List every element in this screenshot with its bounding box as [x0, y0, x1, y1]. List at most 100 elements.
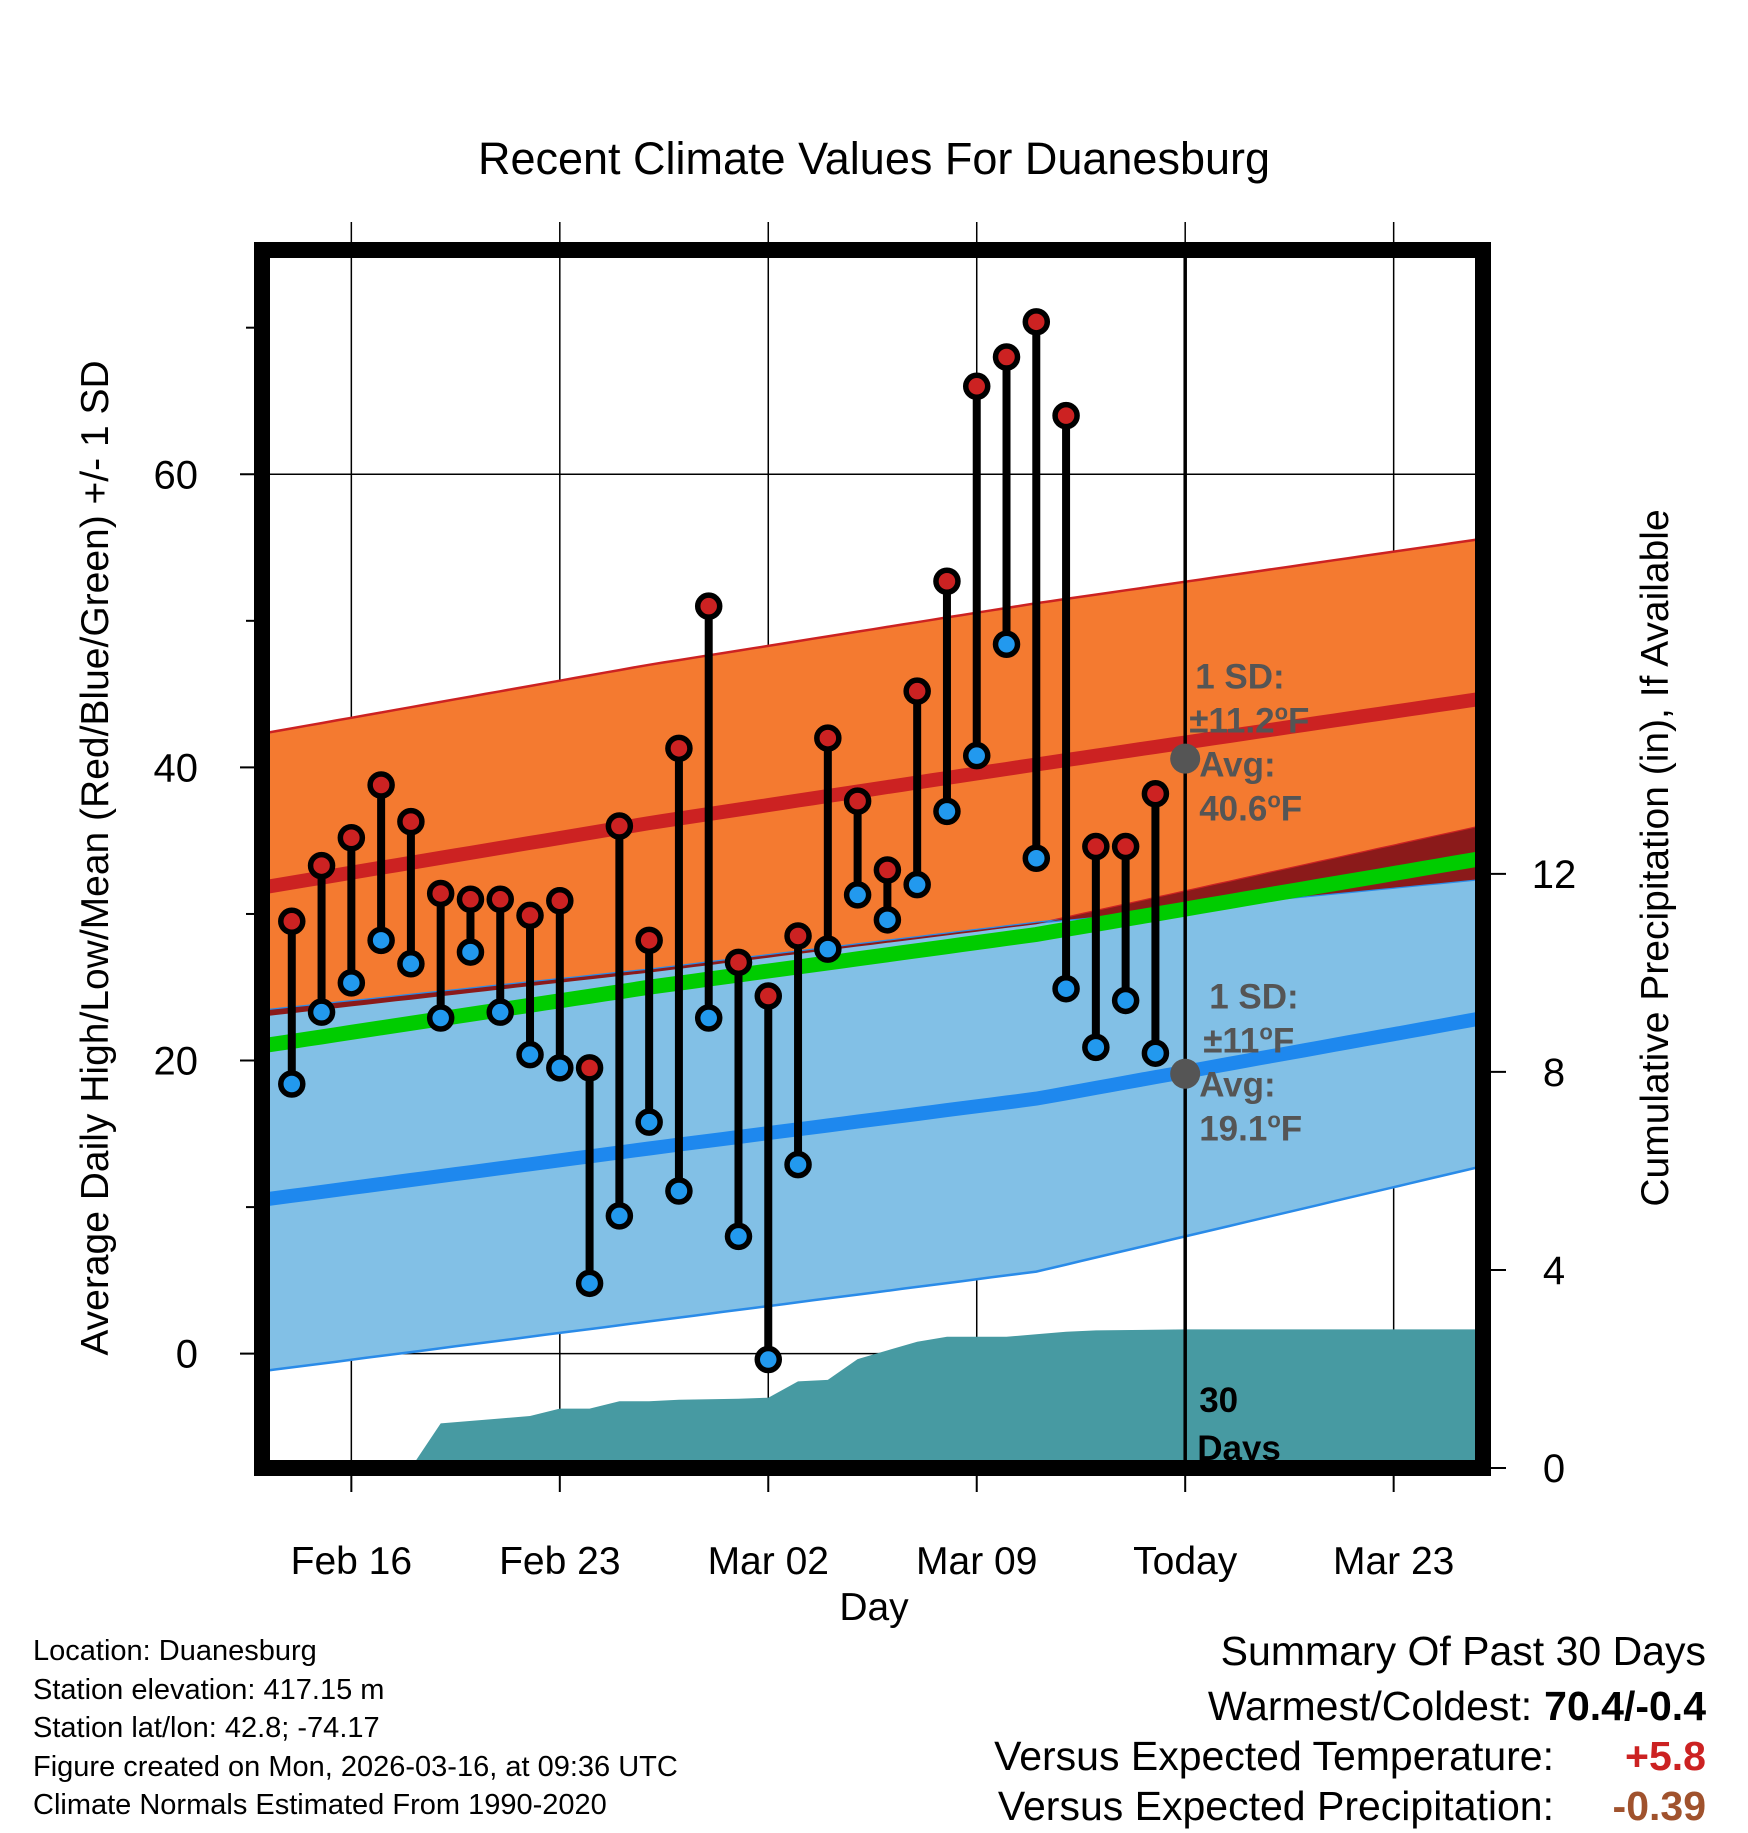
daily-low-point — [367, 926, 395, 955]
daily-high-point — [486, 885, 514, 914]
daily-low-point — [1141, 1039, 1170, 1067]
precipitation-area — [410, 1329, 1483, 1468]
daily-low-point — [814, 935, 842, 963]
daily-low-point — [694, 1004, 723, 1032]
daily-low-point — [843, 881, 872, 909]
latlon-text: Station lat/lon: 42.8; -74.17 — [33, 1712, 380, 1744]
daily-low-point — [1052, 974, 1080, 1003]
normal-mean-line — [262, 850, 1483, 1054]
daily-low-point — [665, 1177, 693, 1205]
daily-low-point — [903, 870, 931, 899]
high-annotation-line: 40.6oF — [1199, 788, 1302, 829]
daily-high-point — [814, 724, 842, 752]
low-annotation-line: ±11oF — [1203, 1020, 1294, 1061]
daily-low-point — [1111, 986, 1140, 1015]
low-annotation: 1 SD:±11oF Avg:19.1oF — [1199, 978, 1302, 1149]
daily-high-point — [516, 901, 544, 930]
daily-low-point — [337, 969, 366, 997]
daily-low-point — [754, 1345, 783, 1374]
daily-low-point — [635, 1108, 663, 1136]
daily-high-point — [724, 948, 753, 977]
y-tick-label: 60 — [154, 453, 199, 497]
chart-title: Recent Climate Values For Duanesburg — [478, 133, 1270, 184]
low-annotation-line: Avg: — [1199, 1066, 1275, 1105]
high-annotation-line: 1 SD: — [1195, 658, 1284, 697]
daily-low-point — [992, 630, 1021, 659]
summary-panel: Summary Of Past 30 Days Warmest/Coldest:… — [994, 1628, 1706, 1833]
daily-low-point — [1022, 844, 1051, 873]
daily-low-point — [486, 998, 514, 1026]
precip-label: Versus Expected Precipitation: — [997, 1783, 1554, 1829]
daily-high-point — [754, 982, 783, 1010]
daily-high-point — [1082, 832, 1110, 861]
summary-precipitation: Versus Expected Precipitation: -0.39 — [994, 1783, 1706, 1833]
elevation-text: Station elevation: 417.15 m — [33, 1673, 385, 1706]
plot-frame — [254, 242, 1491, 1476]
normal-high-line — [262, 691, 1483, 895]
y-tick-label: 0 — [176, 1333, 198, 1377]
daily-high-point — [843, 787, 872, 815]
daily-high-point — [1141, 780, 1170, 808]
daily-low-point — [426, 1004, 455, 1032]
daily-high-point — [605, 812, 634, 840]
daily-high-point — [456, 885, 485, 914]
daily-high-point — [784, 922, 812, 950]
summary-temperature: Versus Expected Temperature: +5.8 — [994, 1733, 1706, 1783]
y-axis-label: Average Daily High/Low/Mean (Red/Blue/Gr… — [74, 360, 117, 1355]
x-tick-label: Mar 09 — [916, 1540, 1037, 1583]
x-axis-label: Day — [839, 1586, 909, 1628]
location-text: Location: Duanesburg — [33, 1635, 317, 1667]
daily-low-point — [962, 741, 991, 770]
low-annotation-line: 1 SD: — [1209, 978, 1298, 1017]
daily-high-point — [546, 887, 574, 915]
daily-high-point — [933, 567, 961, 595]
today-window-label: 30 — [1199, 1381, 1238, 1420]
y2-tick-label: 4 — [1543, 1249, 1565, 1293]
normal-low-line — [262, 1011, 1483, 1207]
daily-high-point — [1111, 832, 1140, 861]
daily-high-point — [1052, 401, 1080, 430]
daily-high-point — [1022, 308, 1051, 336]
high-avg-marker — [1170, 743, 1201, 774]
daily-high-point — [397, 807, 425, 836]
warmest-coldest-value: 70.4/-0.4 — [1544, 1683, 1706, 1729]
y-tick-label: 40 — [154, 746, 199, 790]
daily-high-point — [635, 926, 663, 955]
high-annotation: 1 SD:±11.2oF Avg:40.6oF — [1189, 658, 1309, 829]
y2-tick-label: 8 — [1543, 1051, 1565, 1095]
x-tick-label: Feb 16 — [291, 1540, 412, 1583]
daily-high-point — [694, 592, 723, 620]
low-annotation-line: 19.1oF — [1199, 1108, 1302, 1149]
daily-high-point — [992, 343, 1021, 371]
daily-low-point — [278, 1070, 306, 1098]
daily-high-point — [962, 372, 991, 401]
summary-title: Summary Of Past 30 Days — [1220, 1628, 1706, 1674]
daily-high-point — [903, 677, 931, 705]
daily-low-point — [546, 1054, 574, 1082]
low-avg-marker — [1170, 1058, 1201, 1089]
summary-warmest-coldest: Warmest/Coldest: 70.4/-0.4 — [994, 1683, 1706, 1733]
normals-text: Climate Normals Estimated From 1990-2020 — [33, 1789, 607, 1821]
daily-high-point — [873, 856, 902, 884]
station-info: Location: Duanesburg Station elevation: … — [33, 1632, 678, 1825]
warmest-coldest-label: Warmest/Coldest: — [1207, 1683, 1533, 1729]
daily-low-point — [575, 1269, 604, 1298]
plot-area — [262, 537, 1483, 1468]
daily-low-point — [873, 906, 902, 934]
daily-high-point — [278, 907, 306, 936]
daily-low-point — [724, 1222, 753, 1251]
precip-value: -0.39 — [1612, 1783, 1706, 1829]
daily-high-point — [665, 734, 693, 763]
daily-low-point — [605, 1202, 634, 1230]
y-tick-label: 20 — [154, 1040, 199, 1084]
daily-low-point — [784, 1150, 812, 1179]
y2-tick-label: 0 — [1543, 1447, 1565, 1491]
y2-tick-label: 12 — [1532, 853, 1577, 897]
x-tick-label: Feb 23 — [499, 1540, 620, 1583]
daily-low-point — [516, 1040, 544, 1069]
high-annotation-line: ±11.2oF — [1189, 700, 1309, 741]
daily-high-point — [307, 851, 336, 880]
daily-high-point — [575, 1054, 604, 1082]
axes: 0 20 40 60 0 4 8 12 Feb 16 Feb 23 Mar 02 Mar 09 Toda… — [154, 326, 1577, 1583]
